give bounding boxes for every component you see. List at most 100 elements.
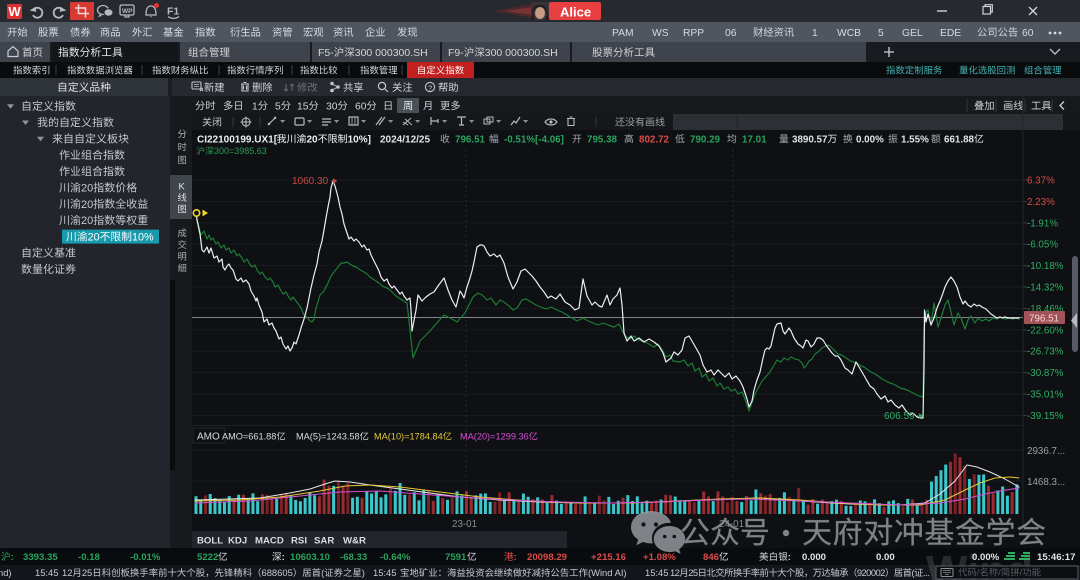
svg-text::: : xyxy=(11,552,14,563)
svg-text:796.51: 796.51 xyxy=(1029,314,1059,325)
svg-text:1468.3...: 1468.3... xyxy=(1027,477,1065,488)
svg-text:5: 5 xyxy=(878,28,884,39)
svg-text:802.72: 802.72 xyxy=(639,134,670,145)
svg-text:2.23%: 2.23% xyxy=(1027,197,1055,208)
svg-text:-1.91%: -1.91% xyxy=(1027,218,1058,229)
svg-text:661.88: 661.88 xyxy=(944,134,975,145)
svg-text:0.000: 0.000 xyxy=(802,552,826,563)
svg-text:K: K xyxy=(179,181,186,191)
svg-text:3890.57: 3890.57 xyxy=(792,134,828,145)
svg-text:MA(5)=1243.58: MA(5)=1243.58 xyxy=(296,432,360,442)
svg-text:790.29: 790.29 xyxy=(690,134,721,145)
svg-text:7591: 7591 xyxy=(445,552,467,563)
svg-text:(: ( xyxy=(911,567,915,578)
svg-text:1.55%: 1.55% xyxy=(901,134,929,145)
svg-text:1: 1 xyxy=(252,101,258,112)
svg-text:W: W xyxy=(8,4,21,19)
svg-text:688605: 688605 xyxy=(262,567,293,578)
svg-text:KDJ: KDJ xyxy=(228,536,247,547)
svg-text:...: ... xyxy=(923,567,929,578)
svg-text:0.00%: 0.00% xyxy=(856,134,884,145)
svg-text:WP: WP xyxy=(122,8,133,15)
svg-text:F1: F1 xyxy=(167,6,179,18)
svg-text:nd): nd) xyxy=(0,567,12,578)
svg-text:5: 5 xyxy=(275,101,281,112)
svg-text:12: 12 xyxy=(62,567,72,578)
svg-text:?: ? xyxy=(428,83,432,92)
svg-text:24-01: 24-01 xyxy=(719,519,744,530)
svg-text:PAM: PAM xyxy=(612,28,634,39)
svg-text:-0.64%: -0.64% xyxy=(380,552,411,563)
svg-text:20: 20 xyxy=(88,231,100,243)
svg-text:Alice: Alice xyxy=(560,5,591,20)
svg-text:BOLL: BOLL xyxy=(197,536,223,547)
svg-text:10%: 10% xyxy=(132,231,154,243)
svg-text:25: 25 xyxy=(82,567,92,578)
svg-text:300 000300.SH: 300 000300.SH xyxy=(355,47,428,59)
svg-text:846: 846 xyxy=(703,552,719,563)
svg-text:/: / xyxy=(977,567,980,578)
svg-text:10603.10: 10603.10 xyxy=(290,552,330,563)
svg-text:796.51: 796.51 xyxy=(455,134,486,145)
svg-text:-0.18: -0.18 xyxy=(78,552,101,563)
svg-text:15:46:17: 15:46:17 xyxy=(1037,552,1075,563)
svg-text:6.37%: 6.37% xyxy=(1027,176,1055,187)
svg-text:0.00: 0.00 xyxy=(876,552,895,563)
svg-text:-68.33: -68.33 xyxy=(340,552,367,563)
svg-text:/: / xyxy=(1020,567,1023,578)
svg-text:WCB: WCB xyxy=(837,28,861,39)
svg-text:RSI: RSI xyxy=(291,536,307,547)
svg-text:SAR: SAR xyxy=(314,536,334,547)
svg-text:60: 60 xyxy=(1022,28,1034,39)
svg-text:06: 06 xyxy=(725,28,737,39)
svg-text:20: 20 xyxy=(81,183,93,195)
svg-text:20: 20 xyxy=(81,199,93,211)
svg-text:300 000300.SH: 300 000300.SH xyxy=(485,47,558,59)
svg-text:1: 1 xyxy=(812,28,818,39)
svg-text:606.59: 606.59 xyxy=(884,411,915,422)
svg-text:-30.87%: -30.87% xyxy=(1027,368,1064,379)
svg-text:15:45: 15:45 xyxy=(35,567,58,578)
svg-text:-0.01%: -0.01% xyxy=(130,552,161,563)
svg-text:-6.05%: -6.05% xyxy=(1027,240,1058,251)
svg-text:(: ( xyxy=(321,567,325,578)
svg-text:25: 25 xyxy=(688,567,698,578)
svg-text:300=3985.63: 300=3985.63 xyxy=(214,146,267,156)
svg-text:F5-: F5- xyxy=(318,47,334,59)
svg-text:795.38: 795.38 xyxy=(587,134,618,145)
svg-text:20: 20 xyxy=(81,215,93,227)
svg-text:+215.16: +215.16 xyxy=(591,552,626,563)
svg-text:CI22100199.UX1[: CI22100199.UX1[ xyxy=(197,134,278,145)
svg-text:2024/12/25: 2024/12/25 xyxy=(380,134,430,145)
svg-text:-35.01%: -35.01% xyxy=(1027,390,1064,401)
svg-text:-22.60%: -22.60% xyxy=(1027,325,1064,336)
svg-text:W&R: W&R xyxy=(343,536,366,547)
svg-text:1060.30: 1060.30 xyxy=(292,176,329,187)
svg-text:0.00%: 0.00% xyxy=(972,552,1000,563)
svg-text:23-01: 23-01 xyxy=(452,519,477,530)
svg-text:MA(20)=1299.36: MA(20)=1299.36 xyxy=(460,432,529,442)
svg-text:GEL: GEL xyxy=(902,28,923,39)
svg-text:AMO=661.88: AMO=661.88 xyxy=(222,432,276,442)
svg-text:15: 15 xyxy=(297,101,309,112)
svg-text:EDE: EDE xyxy=(940,28,961,39)
svg-text:(Wind AI): (Wind AI) xyxy=(588,567,627,578)
svg-text:10%]: 10%] xyxy=(348,134,371,145)
svg-text:30: 30 xyxy=(326,101,338,112)
svg-text:12: 12 xyxy=(670,567,680,578)
svg-text:20: 20 xyxy=(306,134,318,145)
svg-text:15:45: 15:45 xyxy=(373,567,396,578)
svg-text:F9-: F9- xyxy=(448,47,464,59)
svg-text:MA(10)=1784.84: MA(10)=1784.84 xyxy=(374,432,443,442)
svg-text:-26.73%: -26.73% xyxy=(1027,347,1064,358)
svg-text:WS: WS xyxy=(652,28,669,39)
svg-text:-0.51%[-4.06]: -0.51%[-4.06] xyxy=(504,134,564,145)
svg-text::: : xyxy=(282,552,285,563)
svg-text:5222: 5222 xyxy=(197,552,218,563)
svg-text:15:45: 15:45 xyxy=(645,567,668,578)
svg-text:-14.32%: -14.32% xyxy=(1027,283,1064,294)
svg-text:17.01: 17.01 xyxy=(742,134,767,145)
svg-text:920002: 920002 xyxy=(857,567,885,578)
svg-text:+1.08%: +1.08% xyxy=(643,552,676,563)
svg-text:): ) xyxy=(362,567,365,578)
